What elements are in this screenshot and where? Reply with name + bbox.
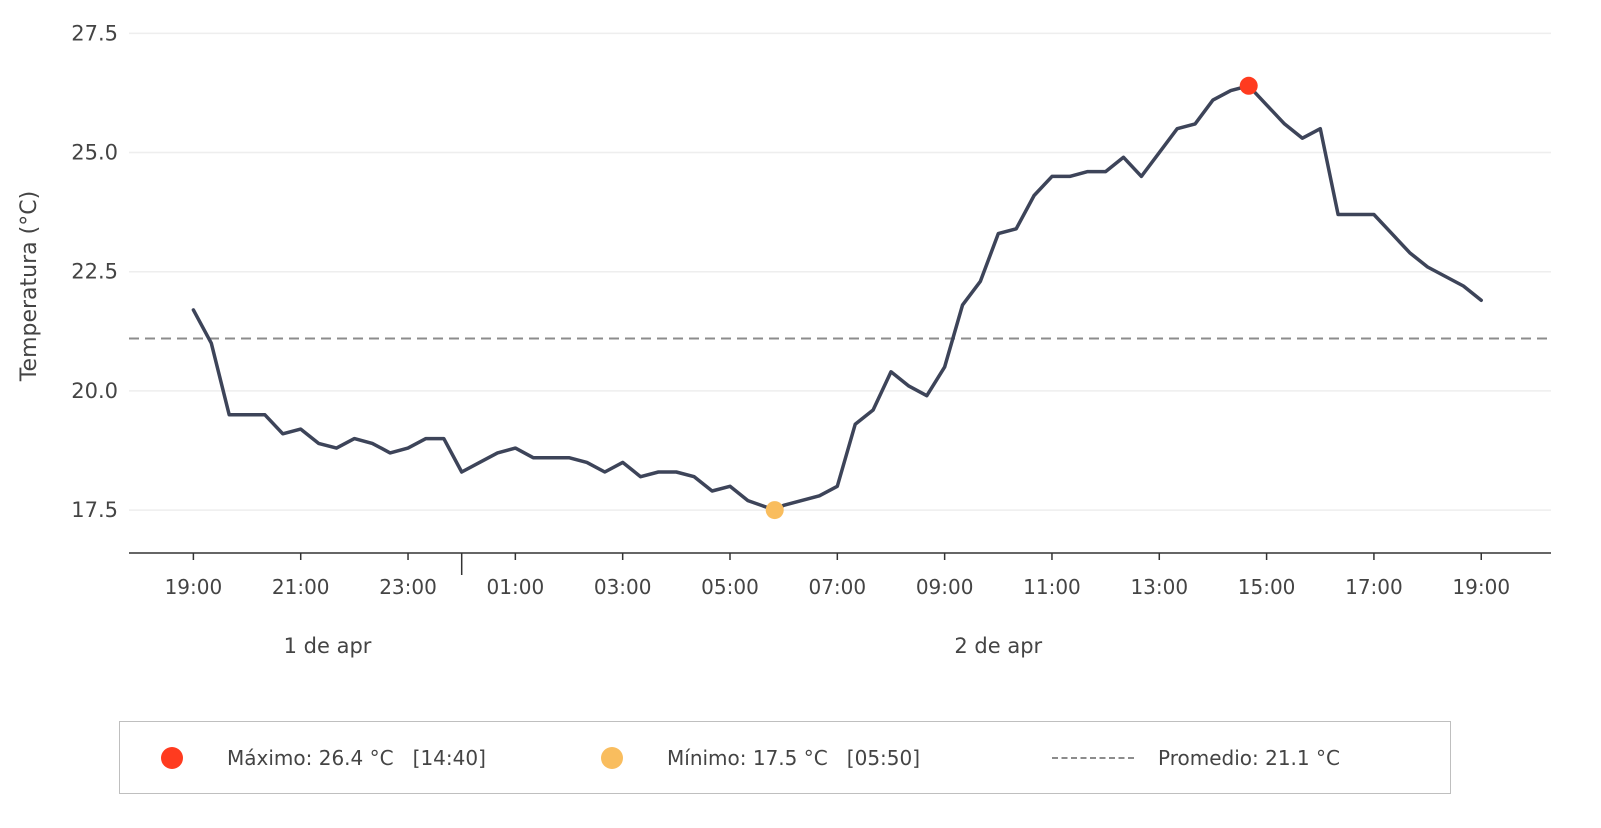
y-tick-label: 17.5 bbox=[71, 498, 118, 522]
y-tick-label: 25.0 bbox=[71, 141, 118, 165]
x-tick-label: 19:00 bbox=[165, 575, 223, 599]
x-axis: 19:00 21:00 23:00 01:00 03:00 05:00 07:00 09:00… bbox=[129, 552, 1551, 658]
min-dot-icon bbox=[601, 746, 623, 769]
legend-mean-label: Promedio: 21.1 °C bbox=[1158, 745, 1340, 770]
x-tick-label: 09:00 bbox=[916, 575, 974, 599]
legend-item-mean: Promedio: 21.1 °C bbox=[1052, 722, 1340, 793]
x-tick-label: 13:00 bbox=[1130, 575, 1188, 599]
x-tick-label: 03:00 bbox=[594, 575, 652, 599]
dashed-line-icon bbox=[1052, 756, 1134, 759]
y-tick-label: 20.0 bbox=[71, 379, 118, 403]
x-tick-label: 21:00 bbox=[272, 575, 330, 599]
y-axis-title: Temperatura (°C) bbox=[17, 191, 42, 382]
y-tick-label: 27.5 bbox=[71, 21, 118, 45]
x-tick-label: 15:00 bbox=[1238, 575, 1296, 599]
x-tick-label: 05:00 bbox=[701, 575, 759, 599]
grid-lines bbox=[129, 32, 1551, 511]
legend-min-label: Mínimo: 17.5 °C [05:50] bbox=[667, 745, 921, 770]
max-dot-icon bbox=[161, 746, 183, 769]
legend-item-max: Máximo: 26.4 °C [14:40] bbox=[161, 722, 486, 793]
temperature-series-line bbox=[191, 84, 1483, 512]
x-tick-label: 11:00 bbox=[1023, 575, 1081, 599]
x-tick-label: 23:00 bbox=[379, 575, 437, 599]
x-tick-label: 19:00 bbox=[1452, 575, 1510, 599]
legend-item-min: Mínimo: 17.5 °C [05:50] bbox=[601, 722, 920, 793]
max-point-marker bbox=[1239, 76, 1258, 95]
x-tick-label: 01:00 bbox=[487, 575, 545, 599]
y-tick-label: 22.5 bbox=[71, 260, 118, 284]
day-label: 2 de apr bbox=[954, 634, 1042, 658]
x-tick-label: 17:00 bbox=[1345, 575, 1403, 599]
x-tick-label: 07:00 bbox=[808, 575, 866, 599]
legend: Máximo: 26.4 °C [14:40] Mínimo: 17.5 °C … bbox=[119, 721, 1451, 794]
legend-max-label: Máximo: 26.4 °C [14:40] bbox=[227, 745, 486, 770]
min-point-marker bbox=[765, 501, 784, 520]
y-axis-ticks: 17.5 20.0 22.5 25.0 27.5 bbox=[71, 21, 118, 522]
day-label: 1 de apr bbox=[284, 634, 372, 658]
